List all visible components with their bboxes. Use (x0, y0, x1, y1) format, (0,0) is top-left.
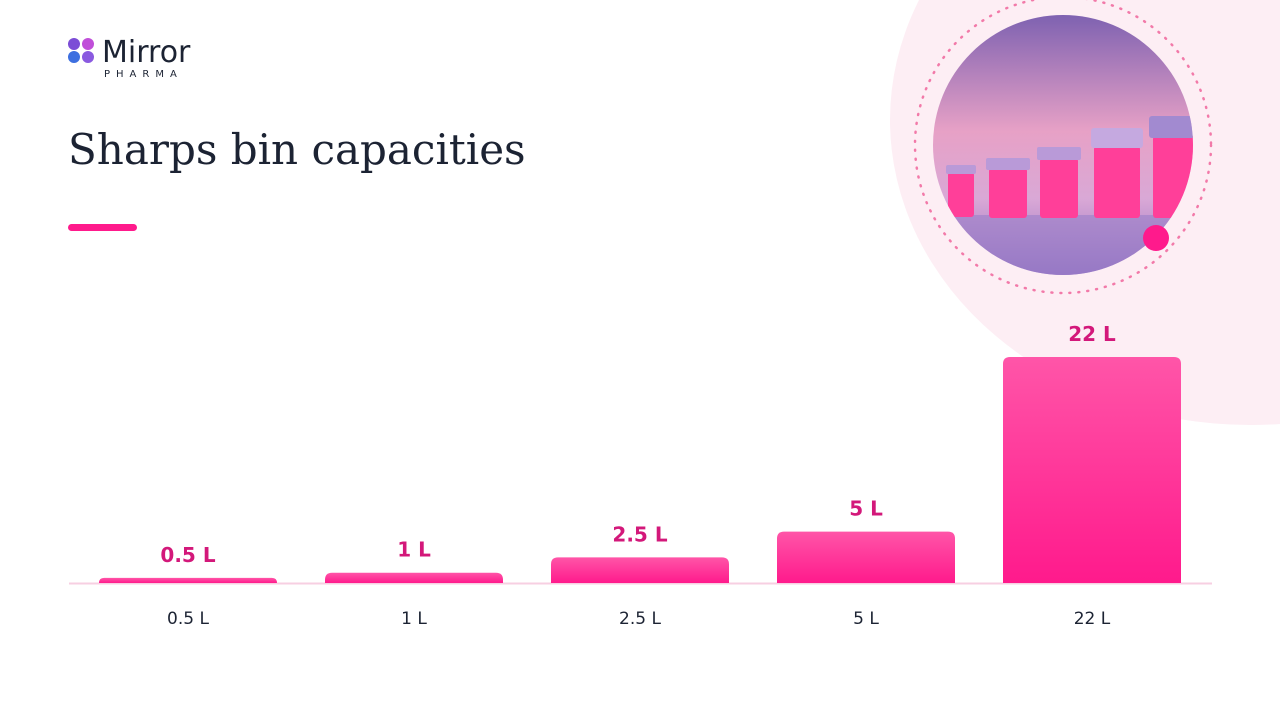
bar (325, 572, 503, 583)
value-label: 22 L (1068, 322, 1116, 346)
value-label: 5 L (849, 497, 883, 521)
value-label: 1 L (397, 538, 431, 562)
accent-dot (1143, 225, 1169, 251)
logo: Mirror PHARMA (68, 35, 191, 80)
x-tick-label: 0.5 L (167, 609, 209, 629)
chart-title: Sharps bin capacities (68, 125, 526, 174)
dotted-ring (913, 0, 1213, 295)
logo-dot (68, 51, 80, 63)
bar (1003, 357, 1181, 583)
x-tick-label: 22 L (1074, 609, 1111, 629)
x-tick-label: 1 L (401, 609, 427, 629)
logo-name: Mirror (102, 35, 191, 70)
logo-tagline: PHARMA (104, 69, 183, 80)
bar (99, 577, 277, 583)
x-tick-label: 5 L (853, 609, 879, 629)
logo-dot (68, 38, 80, 50)
logo-dot (82, 38, 94, 50)
logo-dot (82, 51, 94, 63)
value-label: 0.5 L (160, 543, 215, 567)
bar (777, 531, 955, 583)
x-tick-label: 2.5 L (619, 609, 661, 629)
title-accent (68, 224, 137, 231)
bar (551, 557, 729, 583)
value-label: 2.5 L (612, 522, 667, 546)
